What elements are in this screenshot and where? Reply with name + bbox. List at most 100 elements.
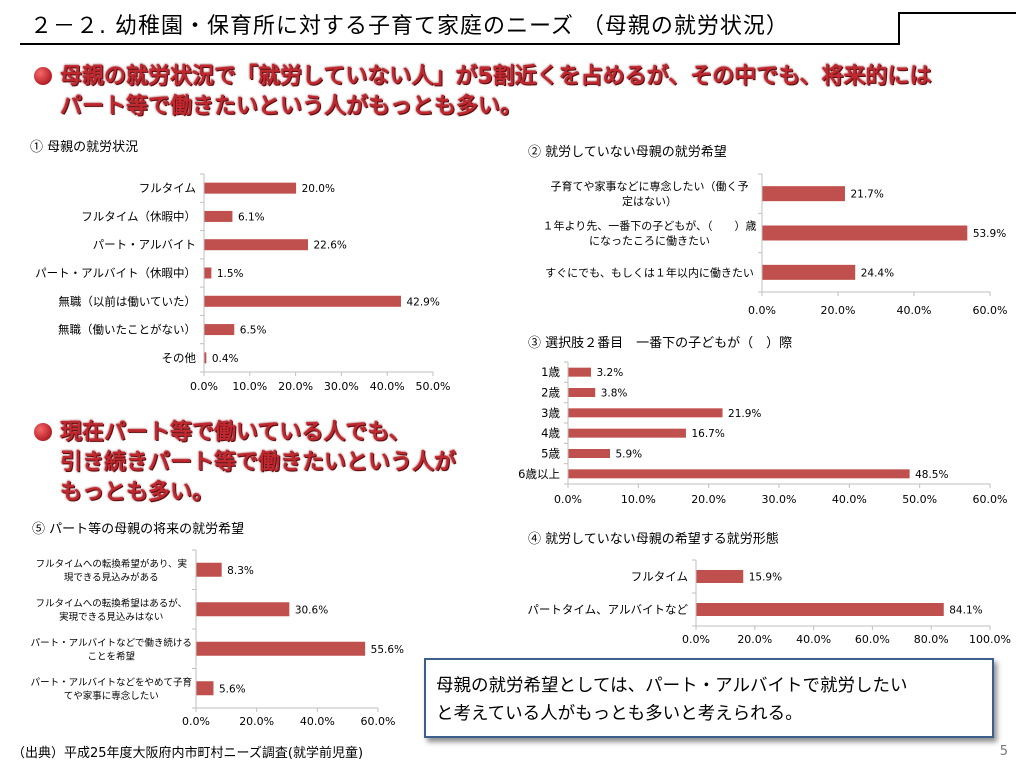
c3-x-tick-label: 50.0% (902, 493, 937, 506)
title-corner-frame (898, 12, 1016, 45)
c2-x-tick-label: 20.0% (821, 304, 856, 317)
c1-bar (204, 324, 235, 336)
c5-category-label: パート・アルバイトなどで働き続ける (31, 637, 192, 649)
c3-value-label: 3.8% (601, 388, 628, 400)
c1-value-label: 22.6% (314, 240, 347, 252)
c3-x-tick-label: 40.0% (832, 493, 867, 506)
source-citation: （出典）平成25年度大阪府内市町村ニーズ調査(就学前児童) (12, 746, 364, 761)
c5-bar (196, 562, 222, 577)
headline-2-line-1: 現在パート等で働いている人でも、 (60, 420, 411, 445)
c3-x-tick-label: 60.0% (973, 493, 1008, 506)
c5-value-label: 8.3% (227, 565, 254, 577)
c2-value-label: 24.4% (861, 267, 894, 279)
c3-category-label: 4歳 (541, 426, 560, 440)
c5-value-label: 5.6% (219, 683, 246, 695)
c5-x-tick-label: 20.0% (239, 715, 274, 728)
c1-x-tick-label: 50.0% (416, 380, 451, 393)
c4-value-label: 15.9% (749, 572, 782, 584)
c3-bar (568, 367, 592, 377)
c2-category-label: になったころに働きたい (589, 235, 710, 248)
red-bullet-icon (34, 67, 52, 85)
c5-x-tick-label: 0.0% (182, 715, 210, 728)
c3-bar (568, 449, 610, 458)
c1-x-tick-label: 20.0% (278, 380, 313, 393)
c4-x-tick-label: 0.0% (682, 633, 710, 646)
c2-category-label: 子育てや家事などに専念したい（働く予 (551, 179, 749, 193)
c2-bar (762, 264, 856, 280)
c5-category-label: てや家事に専念したい (64, 690, 159, 702)
c1-x-tick-label: 40.0% (370, 380, 405, 393)
chart-3-title: ③ 選択肢２番目 一番下の子どもが（ ）際 (528, 336, 793, 351)
c3-value-label: 16.7% (691, 428, 724, 440)
c4-bar (696, 603, 944, 616)
c3-value-label: 3.2% (597, 367, 624, 379)
c3-category-label: 5歳 (541, 447, 560, 461)
headline-2-line-2: 引き続きパート等で働きたいという人が (60, 450, 457, 475)
c1-category-label: フルタイム (139, 181, 196, 195)
c4-category-label: パートタイム、アルバイトなど (527, 603, 688, 617)
chart-1-title: ① 母親の就労状況 (30, 140, 139, 155)
c5-category-label: 現できる見込みがある (64, 572, 159, 584)
c3-value-label: 21.9% (728, 408, 761, 420)
c3-value-label: 5.9% (615, 449, 642, 461)
c5-bar (196, 641, 366, 656)
c3-bar (568, 428, 686, 438)
headline-2: 現在パート等で働いている人でも、 引き続きパート等で働きたいという人が もっとも… (34, 418, 456, 508)
c3-category-label: 2歳 (541, 386, 560, 400)
c2-value-label: 53.9% (973, 228, 1006, 240)
chart-5-title: ⑤ パート等の母親の将来の就労希望 (32, 522, 245, 537)
c1-bar (204, 182, 297, 194)
c3-x-tick-label: 0.0% (554, 493, 582, 506)
c3-category-label: 1歳 (541, 365, 560, 379)
c1-value-label: 20.0% (302, 183, 335, 195)
c4-category-label: フルタイム (631, 570, 688, 584)
c1-value-label: 6.5% (240, 325, 267, 337)
c1-x-tick-label: 10.0% (232, 380, 267, 393)
c1-category-label: 無職（以前は働いていた） (58, 294, 196, 308)
c3-bar (568, 469, 910, 479)
headline-1-line-2: パート等で働きたいという人がもっとも多い。 (60, 94, 523, 119)
c4-x-tick-label: 40.0% (796, 633, 831, 646)
c5-category-label: ことを希望 (88, 651, 136, 663)
c1-x-tick-label: 30.0% (324, 380, 359, 393)
title-underline (20, 43, 900, 45)
c1-value-label: 1.5% (217, 268, 244, 280)
headline-1: 母親の就労状況で「就労していない人」が5割近くを占めるが、その中でも、将来的には… (34, 62, 932, 122)
c5-category-label: 実現できる見込みはない (59, 611, 163, 623)
c4-bar (696, 570, 744, 583)
c4-x-tick-label: 100.0% (969, 633, 1011, 646)
c1-value-label: 0.4% (212, 353, 239, 365)
c5-x-tick-label: 40.0% (300, 715, 335, 728)
c1-value-label: 42.9% (406, 296, 439, 308)
c1-category-label: パート・アルバイト (93, 238, 196, 252)
conclusion-line-2: と考えている人がもっとも多いと考えられる。 (436, 704, 803, 724)
headline-2-line-3: もっとも多い。 (60, 480, 215, 505)
c2-bar (762, 186, 845, 202)
c3-category-label: 3歳 (541, 406, 560, 420)
c4-x-tick-label: 60.0% (855, 633, 890, 646)
c3-bar (568, 388, 596, 397)
c2-category-label: すぐにでも、もしくは１年以内に働きたい (545, 265, 754, 279)
c5-category-label: フルタイムへの転換希望はあるが、 (35, 598, 187, 610)
c1-bar (204, 295, 401, 307)
c2-x-tick-label: 60.0% (973, 304, 1008, 317)
c4-x-tick-label: 80.0% (914, 633, 949, 646)
c4-value-label: 84.1% (949, 605, 982, 617)
c2-category-label: 定はない） (622, 194, 677, 208)
headline-1-line-1: 母親の就労状況で「就労していない人」が5割近くを占めるが、その中でも、将来的には (60, 64, 932, 89)
c5-bar (196, 681, 214, 696)
slide-title: ２－２. 幼稚園・保育所に対する子育て家庭のニーズ （母親の就労状況） (30, 14, 789, 39)
red-bullet-icon (34, 423, 52, 441)
chart-4-title: ④ 就労していない母親の希望する就労形態 (528, 532, 779, 547)
c3-bar (568, 408, 723, 418)
c5-value-label: 55.6% (371, 644, 404, 656)
conclusion-line-1: 母親の就労希望としては、パート・アルバイトで就労したい (436, 676, 908, 696)
c2-bar (762, 225, 968, 241)
c1-category-label: 無職（働いたことがない） (58, 323, 196, 337)
c3-value-label: 48.5% (915, 469, 948, 481)
c1-bar (204, 352, 207, 364)
c1-bar (204, 210, 233, 222)
c4-x-tick-label: 20.0% (737, 633, 772, 646)
c2-x-tick-label: 40.0% (897, 304, 932, 317)
